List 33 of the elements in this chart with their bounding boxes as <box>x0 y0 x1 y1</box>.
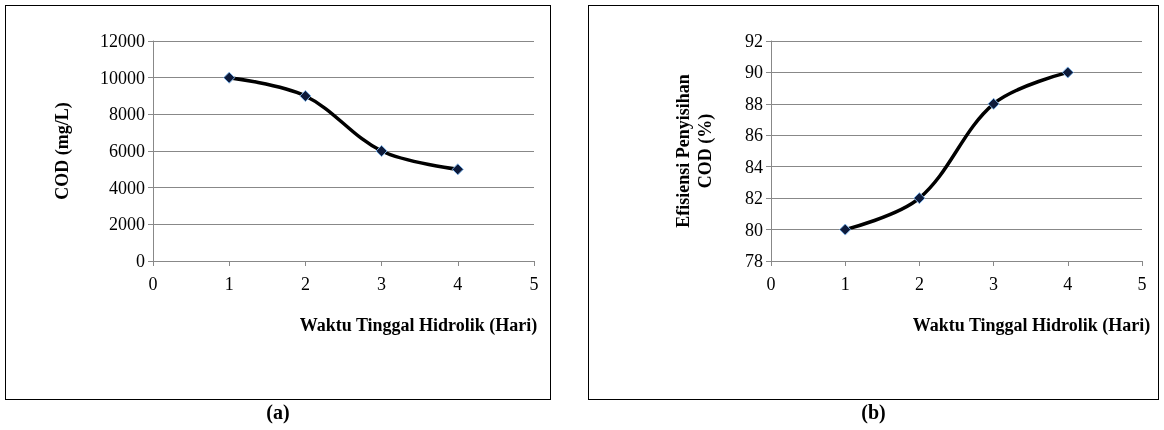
x-tick-label: 3 <box>377 274 387 294</box>
y-tick-label: 0 <box>136 251 145 271</box>
y-tick-label: 84 <box>745 156 763 177</box>
x-axis-title: Waktu Tinggal Hidrolik (Hari) <box>912 315 1151 336</box>
x-tick-label: 1 <box>224 274 234 294</box>
y-tick-label: 80 <box>745 219 763 240</box>
y-axis-title: Efisiensi Penyisihan COD (%) <box>673 74 716 228</box>
y-axis-title: COD (mg/L) <box>52 102 73 200</box>
x-tick-label: 4 <box>1063 274 1073 294</box>
x-tick-label: 2 <box>300 274 310 294</box>
x-tick-label: 4 <box>453 274 463 294</box>
x-tick-label: 1 <box>840 274 850 294</box>
y-tick-label: 86 <box>745 125 763 146</box>
x-tick-label: 5 <box>529 274 539 294</box>
x-tick-label: 3 <box>989 274 999 294</box>
y-tick-label: 6000 <box>109 141 145 161</box>
y-tick-label: 92 <box>745 31 763 51</box>
y-tick-label: 90 <box>745 62 763 83</box>
x-tick-label: 0 <box>148 274 158 294</box>
x-tick-label: 0 <box>766 274 776 294</box>
text: (a) <box>265 401 291 424</box>
y-tick-label: 10000 <box>100 67 145 88</box>
y-tick-label: 78 <box>745 251 763 271</box>
x-tick-label: 5 <box>1137 274 1147 294</box>
x-tick-label: 2 <box>914 274 924 294</box>
y-tick-label: 82 <box>745 188 763 209</box>
x-axis-title: Waktu Tinggal Hidrolik (Hari) <box>299 315 538 336</box>
y-tick-label: 88 <box>745 93 763 114</box>
text: (b) <box>860 401 887 424</box>
y-tick-label: 12000 <box>100 31 145 51</box>
y-tick-label: 4000 <box>109 177 145 198</box>
y-tick-label: 2000 <box>109 214 145 235</box>
y-tick-label: 8000 <box>109 104 145 125</box>
